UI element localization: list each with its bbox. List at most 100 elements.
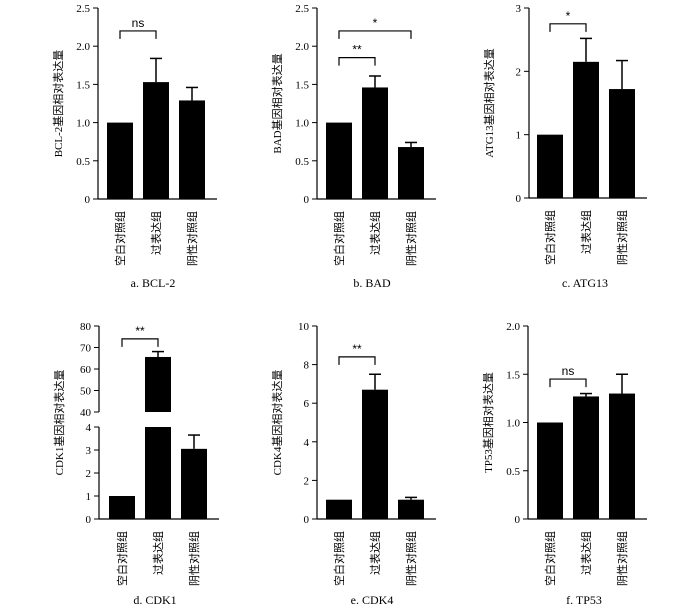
- y-tick-label: 60: [80, 364, 92, 376]
- bar: [362, 87, 388, 199]
- panel-caption: c. ATG13: [562, 276, 608, 290]
- y-tick-label: 2.0: [76, 41, 90, 53]
- y-tick-label: 1.0: [76, 118, 90, 130]
- significance-bracket: [549, 23, 587, 32]
- y-tick-label: 0: [86, 514, 92, 526]
- y-tick-label: 0.5: [76, 156, 90, 168]
- x-category-label: 空白对照组: [543, 210, 557, 265]
- panel-caption: d. CDK1: [133, 593, 176, 607]
- significance-bracket: [338, 356, 376, 365]
- bar-lower-segment: [145, 427, 171, 519]
- x-category-label: 阴性对照组: [404, 531, 418, 586]
- y-axis-label: CDK4基因相对表达量: [270, 370, 284, 476]
- y-tick-label: 70: [80, 343, 92, 355]
- panel-caption: f. TP53: [566, 593, 602, 607]
- y-tick-label: 0: [516, 193, 522, 205]
- y-tick-label: 1.5: [295, 79, 309, 91]
- bar: [362, 389, 388, 519]
- x-category-label: 过表达组: [149, 211, 163, 255]
- x-category-label: 空白对照组: [115, 531, 129, 586]
- y-tick-label: 4: [86, 422, 92, 434]
- y-tick-label: 1: [86, 491, 92, 503]
- bar: [537, 134, 563, 198]
- y-tick-label: 8: [304, 360, 310, 372]
- x-category-label: 过表达组: [368, 531, 382, 575]
- y-axis-label: BCL-2基因相对表达量: [51, 50, 65, 158]
- x-category-label: 阴性对照组: [404, 211, 418, 266]
- y-tick-label: 10: [298, 321, 310, 333]
- y-tick-label: 6: [304, 398, 310, 410]
- panel-e-cdk4: 0 2 4 6 8 10 空白对照组 过表达组 阴性对照组 ** CDK4基因相对表达量 e. CDK…: [270, 321, 436, 607]
- bar: [398, 147, 424, 199]
- y-tick-label: 1.0: [506, 418, 520, 430]
- x-category-label: 过表达组: [151, 531, 165, 575]
- bar: [537, 422, 563, 519]
- bar: [181, 448, 207, 519]
- y-tick-label: 0: [304, 194, 310, 206]
- x-category-label: 空白对照组: [332, 211, 346, 266]
- y-tick-label: 1.5: [76, 79, 90, 91]
- y-tick-label: 2.5: [76, 3, 90, 15]
- panel-a-bcl2: 0 0.5 1.0 1.5 2.0 2.5 空白对照组 过表达组 阴性对照组 ns BCL-2基因相…: [51, 3, 217, 290]
- y-tick-label: 0: [85, 194, 91, 206]
- bar: [398, 499, 424, 519]
- y-tick-label: 0: [304, 514, 310, 526]
- significance-label: *: [373, 16, 378, 30]
- bar: [179, 100, 205, 199]
- x-category-label: 空白对照组: [332, 531, 346, 586]
- panel-d-cdk1: 0 1 2 3 4 40 50 60 70 80 空白对照组 过表达组 阴性对照组 ** CDK1基因相对表…: [52, 321, 219, 607]
- significance-label: **: [352, 43, 362, 57]
- y-tick-label: 40: [80, 407, 92, 419]
- bar: [109, 496, 135, 519]
- y-axis-label: TP53基因相对表达量: [481, 372, 495, 473]
- y-tick-label: 2: [304, 475, 310, 487]
- significance-bracket: [121, 338, 159, 347]
- significance-bracket: [338, 30, 412, 39]
- x-category-label: 空白对照组: [113, 211, 127, 266]
- panel-f-tp53: 0 0.5 1.0 1.5 2.0 空白对照组 过表达组 阴性对照组 ns TP53基因相对表达量…: [481, 321, 647, 607]
- x-category-label: 阴性对照组: [187, 531, 201, 586]
- significance-bracket: [119, 30, 157, 39]
- bar: [609, 89, 635, 198]
- y-tick-label: 4: [304, 437, 310, 449]
- bar: [573, 61, 599, 199]
- y-tick-label: 3: [86, 445, 92, 457]
- significance-label: **: [135, 324, 145, 338]
- bar: [143, 82, 169, 199]
- panel-caption: b. BAD: [353, 276, 391, 290]
- y-tick-label: 0.5: [506, 466, 520, 478]
- bar: [326, 499, 352, 519]
- y-tick-label: 1: [516, 130, 522, 142]
- bar: [609, 393, 635, 519]
- y-tick-label: 2.0: [506, 321, 520, 333]
- panel-caption: e. CDK4: [351, 593, 394, 607]
- significance-label: *: [566, 9, 571, 23]
- y-tick-label: 3: [516, 3, 522, 15]
- bar: [107, 122, 133, 199]
- y-tick-label: 1.5: [506, 369, 520, 381]
- y-tick-label: 50: [80, 386, 92, 398]
- bar: [326, 122, 352, 199]
- y-tick-label: 0.5: [295, 156, 309, 168]
- y-tick-label: 0: [515, 514, 521, 526]
- x-category-label: 空白对照组: [543, 531, 557, 586]
- x-category-label: 过表达组: [368, 211, 382, 255]
- bar-upper-segment: [145, 356, 171, 412]
- panel-c-atg13: 0 1 2 3 空白对照组 过表达组 阴性对照组 * ATG13基因相对表达量 c. ATG13: [482, 3, 647, 290]
- panel-caption: a. BCL-2: [131, 276, 176, 290]
- bar: [573, 396, 599, 519]
- y-tick-label: 2.0: [295, 41, 309, 53]
- y-tick-label: 80: [80, 321, 92, 333]
- x-category-label: 阴性对照组: [615, 210, 629, 265]
- significance-label: ns: [562, 364, 575, 378]
- significance-bracket: [338, 57, 376, 66]
- y-axis-label: ATG13基因相对表达量: [482, 48, 496, 157]
- x-category-label: 阴性对照组: [615, 531, 629, 586]
- significance-label: ns: [132, 16, 145, 30]
- y-axis-label: BAD基因相对表达量: [270, 53, 284, 153]
- x-category-label: 过表达组: [579, 210, 593, 254]
- x-category-label: 过表达组: [579, 531, 593, 575]
- y-tick-label: 2.5: [295, 3, 309, 15]
- y-tick-label: 2: [516, 66, 522, 78]
